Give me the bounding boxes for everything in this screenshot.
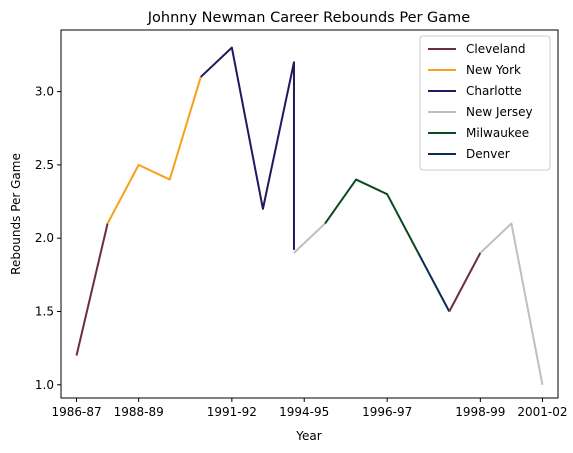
series-line-new-jersey-3 (293, 222, 326, 254)
plot-frame (60, 29, 559, 399)
series-line-cleveland-0 (75, 223, 109, 356)
legend-label: Cleveland (466, 42, 526, 56)
chart-title: Johnny Newman Career Rebounds Per Game (147, 10, 471, 26)
legend-label: New Jersey (466, 105, 533, 119)
series-line-denver-5 (417, 252, 451, 312)
legend: Cleveland New York Charlotte New Jersey Milw… (419, 35, 551, 171)
series-line-charlotte-2 (200, 46, 295, 250)
x-tick-label: 1991-92 (207, 405, 257, 419)
plot-area (75, 46, 544, 385)
y-tick-label: 1.5 (35, 304, 54, 318)
series-line-milwaukee-4 (324, 178, 420, 254)
x-axis-label: Year (295, 429, 321, 443)
y-axis: 1.0 1.5 2.0 2.5 3.0 (35, 85, 61, 392)
series-line-new-jersey-7 (479, 222, 544, 385)
y-tick-label: 2.0 (35, 231, 54, 245)
series-line-cleveland-6 (448, 252, 482, 312)
legend-label: Milwaukee (466, 126, 529, 140)
y-tick-label: 1.0 (35, 378, 54, 392)
legend-label: Charlotte (466, 84, 522, 98)
x-tick-label: 1988-89 (114, 405, 164, 419)
legend-label: Denver (466, 147, 510, 161)
x-tick-label: 2001-02 (517, 405, 567, 419)
x-tick-label: 1996-97 (362, 405, 412, 419)
x-tick-label: 1994-95 (279, 405, 329, 419)
x-tick-label: 1998-99 (455, 405, 505, 419)
x-axis: 1986-87 1988-89 1991-92 1994-95 1996-97 1998-… (51, 398, 568, 419)
legend-label: New York (466, 63, 521, 77)
y-tick-label: 3.0 (35, 85, 54, 99)
y-tick-label: 2.5 (35, 158, 54, 172)
x-tick-label: 1986-87 (51, 405, 101, 419)
series-line-new-york-1 (106, 76, 202, 224)
y-axis-label: Rebounds Per Game (9, 153, 23, 275)
